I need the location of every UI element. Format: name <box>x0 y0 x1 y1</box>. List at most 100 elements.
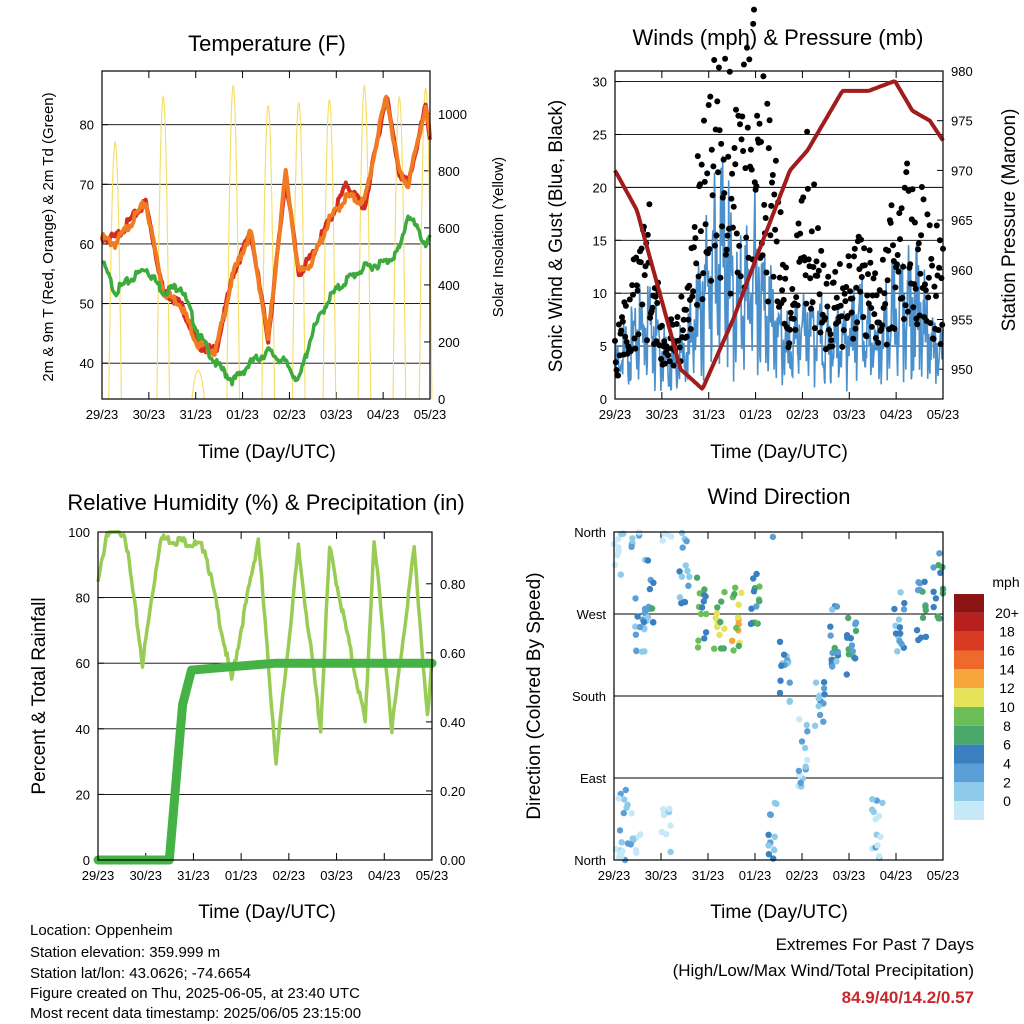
colorbar-label: 8 <box>1003 718 1011 734</box>
panel-wind: 0 5 10 15 20 25 30 950 955 960 965 970 975 980 29/23 30… <box>593 64 973 422</box>
gust-point <box>790 315 797 322</box>
gust-point <box>828 337 835 344</box>
gust-point <box>860 314 867 320</box>
direction-point <box>721 625 728 632</box>
temperature-series-line <box>100 94 432 357</box>
wind-ytick-label: 15 <box>593 233 607 248</box>
wind-xtick-label: 03/23 <box>833 407 866 422</box>
colorbar-swatch <box>954 612 984 632</box>
direction-point <box>694 644 702 651</box>
gust-point <box>692 235 699 242</box>
direction-point <box>829 663 836 670</box>
colorbar-title: mph <box>992 574 1019 590</box>
gust-point <box>896 210 903 217</box>
direction-point <box>891 605 898 613</box>
colorbar-label: 16 <box>999 643 1015 659</box>
gust-point <box>633 282 640 289</box>
temp-y2tick-label: 1000 <box>438 107 467 122</box>
gust-point <box>750 20 757 27</box>
direction-point <box>820 679 828 686</box>
colorbar-swatch <box>954 763 984 783</box>
direction-point <box>681 598 689 606</box>
gust-point <box>680 316 687 323</box>
wind-xtick-label: 02/23 <box>786 407 819 422</box>
colorbar-swatch <box>954 744 984 764</box>
gust-point <box>926 222 933 229</box>
gust-point <box>673 321 680 327</box>
direction-point <box>776 689 784 697</box>
gust-point <box>743 234 750 241</box>
dir-xtick-label: 03/23 <box>833 868 866 883</box>
wind-y2tick-label: 980 <box>951 64 973 79</box>
gust-point <box>922 281 928 288</box>
gust-point <box>931 283 938 290</box>
colorbar-swatch <box>954 801 984 820</box>
direction-point <box>803 721 810 729</box>
gust-point <box>844 313 851 319</box>
gust-point <box>729 170 736 177</box>
colorbar-swatch <box>954 688 984 707</box>
direction-point <box>716 631 723 639</box>
gust-point <box>759 252 766 259</box>
gust-point <box>762 215 769 221</box>
gust-point <box>769 172 776 178</box>
gust-point <box>890 242 896 249</box>
direction-point <box>622 786 629 794</box>
gust-point <box>641 272 648 279</box>
direction-point <box>765 831 772 838</box>
direction-point <box>634 613 641 620</box>
direction-point <box>632 595 639 602</box>
direction-point <box>919 614 927 621</box>
temp-xtick-label: 04/23 <box>367 407 400 422</box>
direction-point <box>756 598 763 605</box>
rh-xtick-label: 05/23 <box>416 868 449 883</box>
dir-ytick-label: North <box>574 525 606 540</box>
gust-point <box>904 160 911 167</box>
direction-point <box>896 637 903 645</box>
direction-point <box>658 828 665 836</box>
gust-point <box>633 254 640 261</box>
direction-point <box>753 570 760 578</box>
direction-point <box>852 655 859 662</box>
gust-point <box>701 117 707 124</box>
gust-point <box>666 358 673 365</box>
direction-point <box>937 569 944 576</box>
temp-xtick-label: 29/23 <box>86 407 119 422</box>
gust-point <box>712 242 718 249</box>
gust-point <box>694 301 700 308</box>
gust-point <box>618 327 625 334</box>
colorbar-swatch <box>954 669 984 689</box>
colorbar-swatch <box>954 782 984 802</box>
direction-point <box>614 551 621 559</box>
gust-point <box>747 146 754 153</box>
gust-point <box>879 256 886 263</box>
gust-point <box>658 322 665 329</box>
gust-point <box>687 326 694 332</box>
temp-y2tick-label: 0 <box>438 392 445 407</box>
wind-xtick-label: 31/23 <box>692 407 725 422</box>
temperature-xlabel: Time (Day/UTC) <box>198 442 336 463</box>
gust-point <box>658 356 665 362</box>
gust-point <box>683 333 690 340</box>
gust-point <box>818 247 825 254</box>
gust-point <box>756 120 763 127</box>
dir-xtick-label: 30/23 <box>645 868 678 883</box>
direction-point <box>676 568 683 575</box>
gust-point <box>845 253 852 260</box>
dir-ytick-label: South <box>572 689 606 704</box>
gust-point <box>764 100 771 107</box>
direction-point <box>815 702 822 710</box>
colorbar-label: 12 <box>999 680 1015 696</box>
dir-frame <box>613 531 944 861</box>
direction-point <box>769 533 777 541</box>
wind-xtick-label: 30/23 <box>646 407 679 422</box>
gust-point <box>689 293 696 300</box>
dir-xtick-label: 29/23 <box>598 868 631 883</box>
direction-point <box>895 616 903 623</box>
colorbar-swatch <box>954 631 984 651</box>
temp-y2tick-label: 800 <box>438 164 460 179</box>
direction-point <box>900 606 908 613</box>
info-created: Figure created on Thu, 2025-06-05, at 23… <box>30 985 360 1002</box>
direction-point <box>845 614 852 622</box>
gust-point <box>903 169 910 176</box>
